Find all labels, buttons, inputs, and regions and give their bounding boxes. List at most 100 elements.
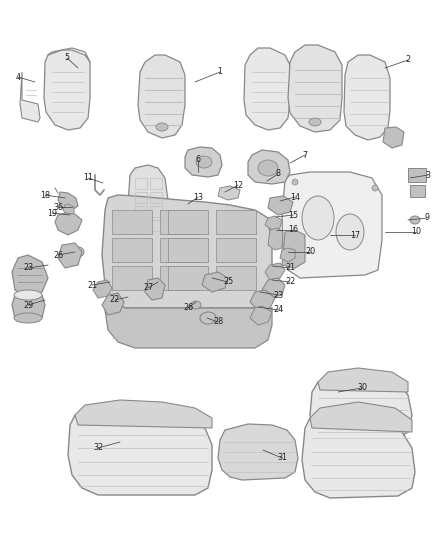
Ellipse shape: [372, 185, 378, 191]
Text: 28: 28: [213, 318, 223, 327]
Text: 19: 19: [47, 208, 57, 217]
Text: 21: 21: [87, 280, 97, 289]
Ellipse shape: [14, 313, 42, 323]
Ellipse shape: [336, 214, 364, 250]
Text: 4: 4: [15, 72, 21, 82]
Text: 22: 22: [110, 295, 120, 304]
Polygon shape: [265, 263, 285, 280]
Text: 27: 27: [143, 284, 153, 293]
Polygon shape: [288, 45, 342, 132]
Bar: [150, 220, 162, 231]
Polygon shape: [216, 210, 256, 234]
Polygon shape: [20, 72, 40, 122]
Text: 13: 13: [193, 192, 203, 201]
Ellipse shape: [302, 196, 334, 240]
Polygon shape: [250, 306, 272, 325]
Polygon shape: [63, 204, 74, 215]
Polygon shape: [68, 410, 212, 495]
Polygon shape: [262, 278, 285, 298]
Polygon shape: [280, 248, 295, 262]
Text: 22: 22: [285, 278, 295, 287]
Text: 3: 3: [425, 171, 431, 180]
Bar: [135, 206, 147, 217]
Polygon shape: [75, 400, 212, 428]
Polygon shape: [248, 150, 290, 184]
Polygon shape: [302, 414, 415, 498]
Polygon shape: [318, 368, 408, 392]
Bar: [135, 178, 147, 189]
Text: 15: 15: [288, 211, 298, 220]
Ellipse shape: [410, 216, 420, 224]
Ellipse shape: [258, 160, 278, 176]
Text: 26: 26: [53, 251, 63, 260]
Polygon shape: [112, 238, 152, 262]
Polygon shape: [44, 50, 90, 130]
Polygon shape: [138, 55, 185, 138]
Polygon shape: [145, 278, 165, 300]
Text: 5: 5: [64, 53, 70, 62]
Polygon shape: [105, 295, 272, 348]
Polygon shape: [268, 196, 293, 215]
Polygon shape: [218, 186, 240, 200]
Text: 1: 1: [218, 68, 223, 77]
Text: 9: 9: [424, 214, 430, 222]
Ellipse shape: [196, 156, 212, 168]
Polygon shape: [55, 213, 82, 235]
Polygon shape: [168, 266, 208, 290]
Polygon shape: [282, 230, 305, 268]
Polygon shape: [383, 127, 404, 148]
Polygon shape: [265, 216, 282, 230]
Text: 11: 11: [83, 174, 93, 182]
Text: 10: 10: [411, 228, 421, 237]
Text: 26: 26: [183, 303, 193, 312]
Polygon shape: [160, 266, 200, 290]
Text: 14: 14: [290, 192, 300, 201]
Ellipse shape: [14, 290, 42, 300]
Text: 7: 7: [302, 150, 307, 159]
Polygon shape: [244, 48, 290, 130]
Text: 23: 23: [273, 290, 283, 300]
Polygon shape: [185, 147, 222, 177]
Polygon shape: [112, 210, 152, 234]
Text: 36: 36: [53, 203, 63, 212]
Polygon shape: [216, 238, 256, 262]
Polygon shape: [216, 266, 256, 290]
Polygon shape: [128, 165, 168, 242]
Text: 18: 18: [40, 190, 50, 199]
Text: 31: 31: [277, 454, 287, 463]
Text: 29: 29: [23, 301, 33, 310]
Polygon shape: [168, 238, 208, 262]
Polygon shape: [282, 172, 382, 278]
Polygon shape: [102, 293, 124, 315]
Bar: [408, 168, 426, 182]
Ellipse shape: [156, 123, 168, 131]
Polygon shape: [102, 195, 272, 308]
Text: 17: 17: [350, 230, 360, 239]
Bar: [150, 178, 162, 189]
Text: 30: 30: [357, 384, 367, 392]
Polygon shape: [12, 292, 45, 322]
Text: 2: 2: [406, 55, 410, 64]
Bar: [150, 192, 162, 203]
Polygon shape: [250, 290, 275, 310]
Text: 16: 16: [288, 225, 298, 235]
Polygon shape: [218, 424, 298, 480]
Bar: [135, 220, 147, 231]
Polygon shape: [268, 228, 283, 250]
Text: 8: 8: [276, 169, 280, 179]
Polygon shape: [160, 238, 200, 262]
Text: 21: 21: [285, 263, 295, 272]
Text: 24: 24: [273, 305, 283, 314]
Polygon shape: [310, 378, 412, 442]
Polygon shape: [93, 280, 112, 298]
Ellipse shape: [191, 301, 201, 309]
Text: 12: 12: [233, 181, 243, 190]
Text: 6: 6: [195, 156, 201, 165]
Ellipse shape: [292, 179, 298, 185]
Polygon shape: [58, 192, 78, 210]
Bar: [135, 192, 147, 203]
Polygon shape: [160, 210, 200, 234]
Ellipse shape: [309, 118, 321, 126]
Text: 23: 23: [23, 263, 33, 272]
Polygon shape: [202, 272, 228, 292]
